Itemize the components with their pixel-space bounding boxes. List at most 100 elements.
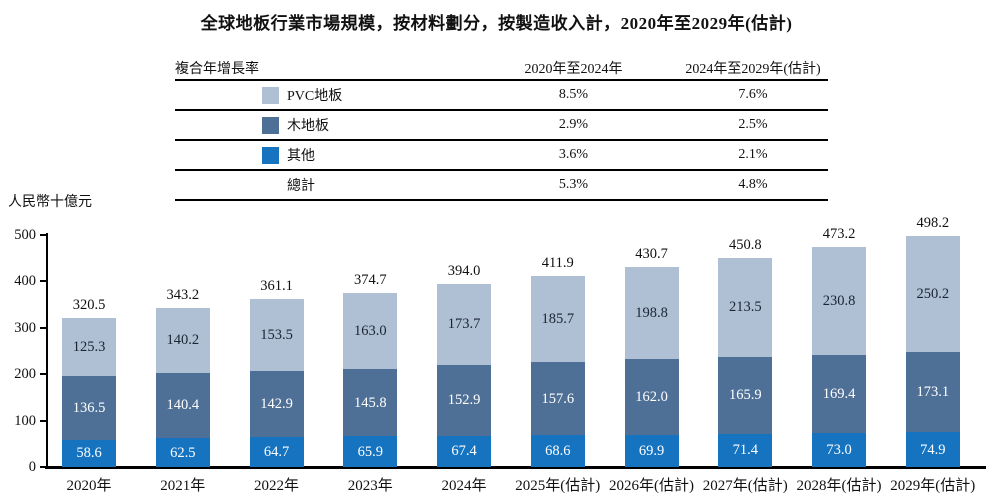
bar-segment [62, 318, 116, 377]
y-axis-line [46, 233, 48, 467]
bar-segment [62, 439, 116, 467]
bar-segment [812, 247, 866, 355]
y-tick-mark [40, 373, 47, 376]
bar-total-label: 473.2 [822, 226, 856, 243]
segment-value-label: 65.9 [357, 443, 383, 460]
cagr-value-2020-2024: 8.5% [469, 80, 678, 111]
cagr-value-2024-2029: 2.1% [678, 140, 828, 171]
header-period-1: 2020年至2024年 [469, 57, 678, 81]
segment-value-label: 58.6 [76, 445, 102, 462]
row-label-cell: 木地板 [175, 110, 469, 141]
cagr-value-2020-2024: 3.6% [469, 140, 678, 171]
y-tick-label: 0 [28, 459, 36, 475]
bar-segment [343, 293, 398, 369]
x-axis-category-label: 2021年 [160, 478, 206, 494]
y-tick-mark [40, 466, 47, 468]
row-label: 其他 [287, 149, 315, 164]
x-axis-category-label: 2025年(估計) [515, 478, 601, 494]
bar-segment [905, 432, 960, 467]
y-tick-label: 200 [14, 366, 36, 383]
segment-value-label: 64.7 [263, 443, 290, 460]
row-label-wrap: PVC地板 [175, 85, 469, 105]
bar-total-label: 343.2 [166, 286, 200, 303]
segment-value-label: 230.8 [822, 292, 856, 309]
segment-value-label: 152.9 [447, 392, 481, 409]
segment-value-label: 162.0 [635, 388, 668, 405]
segment-value-label: 136.5 [72, 400, 106, 417]
segment-value-label: 153.5 [260, 327, 293, 344]
segment-value-label: 140.2 [166, 332, 200, 349]
bar-segment [624, 267, 679, 360]
table-header-row: 複合年增長率 2020年至2024年 2024年至2029年(估計) [175, 57, 828, 81]
segment-value-label: 250.2 [916, 285, 950, 302]
cagr-value-2020-2024: 2.9% [469, 110, 678, 141]
cagr-value-2024-2029: 4.8% [678, 170, 828, 201]
x-axis-line [45, 466, 986, 469]
legend-swatch [262, 116, 279, 134]
segment-value-label: 142.9 [260, 395, 293, 412]
x-axis-category-label: 2026年(估計) [609, 478, 694, 494]
legend-swatch [262, 146, 279, 164]
segment-value-label: 163.0 [353, 322, 387, 339]
bar-segment [437, 284, 491, 365]
y-tick-label: 300 [14, 319, 36, 336]
segment-value-label: 68.6 [545, 443, 571, 460]
table-row: 其他 3.6% 2.1% [175, 140, 828, 171]
chart-title: 全球地板行業市場規模，按材料劃分，按製造收入計，2020年至2029年(估計) [200, 14, 793, 33]
segment-value-label: 173.7 [447, 316, 481, 333]
segment-value-label: 140.4 [166, 397, 200, 414]
row-label-wrap: 木地板 [175, 115, 469, 135]
bar-total-label: 374.7 [353, 272, 387, 289]
y-tick-label: 400 [14, 273, 36, 290]
x-axis-category-label: 2023年 [347, 478, 393, 494]
bar-total-label: 361.1 [260, 278, 293, 295]
row-label-wrap: 其他 [175, 145, 469, 165]
bar-segment [249, 436, 304, 467]
bar-total-label: 411.9 [541, 254, 574, 271]
row-label-cell: PVC地板 [175, 80, 469, 111]
y-tick-mark [40, 419, 47, 422]
x-axis-category-label: 2024年 [441, 478, 487, 494]
row-label: PVC地板 [287, 89, 343, 104]
bar-segment [437, 435, 491, 467]
bar-segment [62, 376, 116, 440]
row-label-cell: 其他 [175, 140, 469, 171]
bar-segment [249, 299, 304, 371]
bar-total-label: 320.5 [72, 297, 106, 314]
bar-segment [624, 359, 679, 435]
bar-segment [343, 368, 398, 437]
table-row: 木地板 2.9% 2.5% [175, 110, 828, 141]
cagr-value-2020-2024: 5.3% [469, 170, 678, 201]
bar-segment [905, 351, 960, 433]
segment-value-label: 173.1 [916, 384, 950, 401]
segment-value-label: 125.3 [72, 339, 106, 356]
y-tick-mark [40, 280, 47, 283]
segment-value-label: 62.5 [170, 444, 196, 461]
bar-segment [530, 275, 585, 363]
bar-segment [624, 434, 679, 467]
segment-value-label: 213.5 [728, 299, 762, 316]
cagr-value-2024-2029: 2.5% [678, 110, 828, 141]
segment-value-label: 157.6 [541, 390, 575, 407]
segment-value-label: 198.8 [635, 305, 668, 322]
bar-total-label: 430.7 [635, 246, 668, 263]
bar-segment [155, 372, 210, 438]
bar-segment [249, 370, 304, 437]
row-label-cell: 總計 [175, 170, 469, 201]
bar-total-label: 498.2 [916, 214, 950, 231]
legend-swatch [262, 86, 279, 104]
bar-segment [905, 235, 960, 352]
bar-segment [530, 435, 585, 467]
segment-value-label: 185.7 [541, 310, 575, 327]
header-cagr: 複合年增長率 [175, 57, 469, 81]
bar-segment [812, 354, 866, 434]
bar-total-label: 450.8 [728, 236, 762, 253]
y-tick-mark [40, 234, 47, 236]
x-axis-category-label: 2020年 [66, 478, 112, 494]
x-axis-category-label: 2022年 [253, 478, 299, 494]
y-tick-mark [40, 326, 47, 329]
bar-segment [343, 436, 398, 467]
row-label-wrap: 總計 [175, 175, 469, 195]
